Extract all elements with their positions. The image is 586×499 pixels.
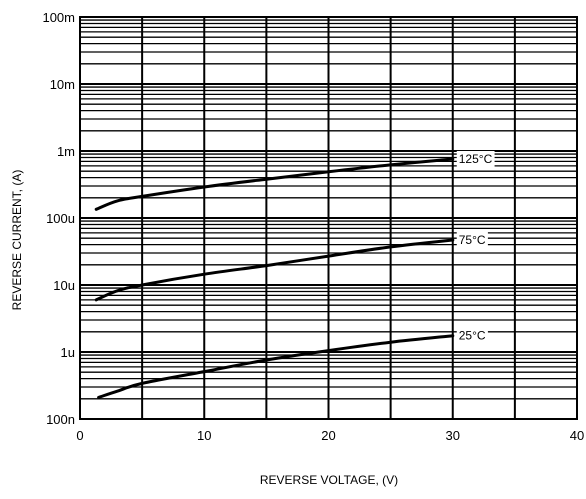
- series-label-bg: [456, 150, 495, 167]
- series-label-bg: [456, 231, 488, 248]
- series-line-1: [94, 238, 455, 302]
- y-tick-label: 10u: [53, 278, 75, 293]
- plot-frame: [79, 16, 578, 420]
- y-tick-label: 10m: [50, 77, 75, 92]
- x-tick-label: 40: [570, 428, 584, 443]
- y-tick-label: 1m: [57, 144, 75, 159]
- series-line-2: [97, 334, 455, 399]
- x-axis-ticks: 0 10 20 30 40: [76, 428, 584, 443]
- y-tick-label: 100n: [46, 412, 75, 427]
- y-tick-label: 100m: [42, 10, 75, 25]
- x-tick-label: 10: [197, 428, 211, 443]
- x-axis-label: REVERSE VOLTAGE, (V): [260, 473, 398, 487]
- x-tick-label: 20: [321, 428, 335, 443]
- y-tick-label: 100u: [46, 211, 75, 226]
- series-label: 125°C: [459, 152, 493, 166]
- y-tick-label: 1u: [61, 345, 75, 360]
- curves: 125°C 75°C 25°C: [94, 150, 495, 399]
- series-label: 75°C: [459, 233, 486, 247]
- grid: [80, 17, 577, 420]
- x-tick-label: 0: [76, 428, 83, 443]
- y-axis-label: REVERSE CURRENT, (A): [10, 170, 24, 311]
- series-line-0: [94, 157, 455, 211]
- series-label: 25°C: [459, 329, 486, 343]
- series-label-bg: [456, 327, 488, 344]
- x-tick-label: 30: [446, 428, 460, 443]
- y-axis-ticks: 100n 1u 10u 100u 1m 10m 100m: [42, 10, 75, 427]
